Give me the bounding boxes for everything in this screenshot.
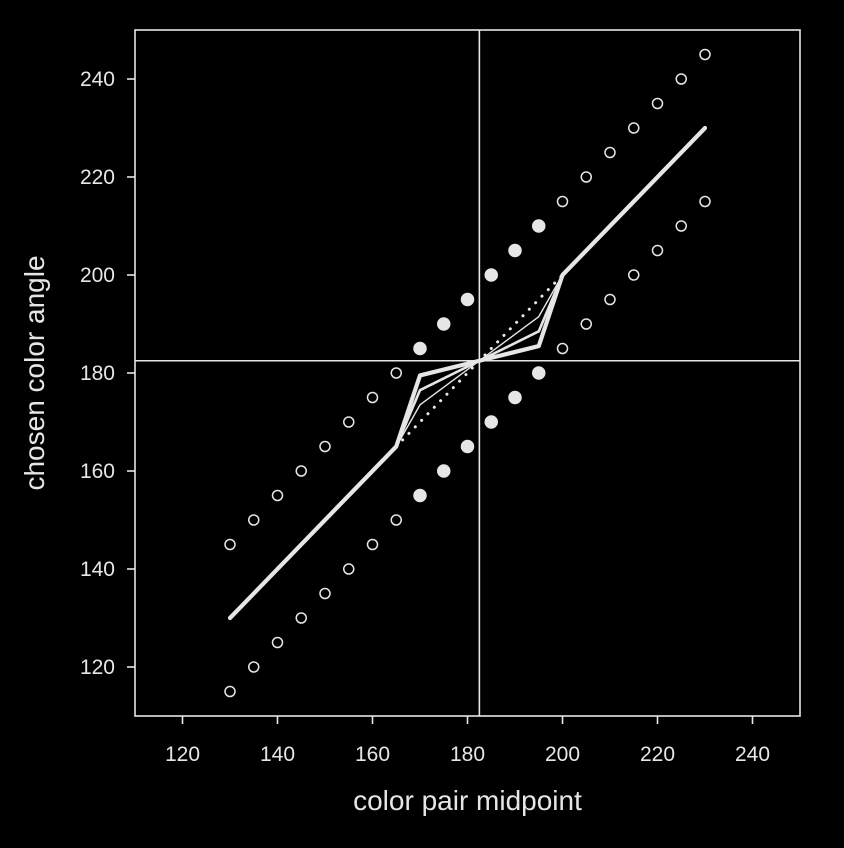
filled-data-point: [413, 341, 427, 356]
open-data-point: [556, 195, 569, 208]
filled-data-point: [508, 390, 522, 405]
open-data-point: [675, 220, 687, 232]
open-data-point: [271, 636, 284, 649]
x-tick-label: 160: [355, 743, 390, 766]
reference-lines: [135, 30, 800, 716]
open-data-point: [390, 367, 402, 379]
open-data-point: [604, 293, 616, 306]
y-axis-title: chosen color angle: [19, 255, 50, 490]
open-data-point: [271, 489, 284, 502]
open-data-point: [343, 563, 355, 575]
open-data-point: [556, 342, 569, 355]
open-data-point: [628, 269, 640, 281]
open-data-point: [651, 97, 664, 110]
y-tick-label: 180: [80, 362, 115, 385]
x-tick-label: 240: [735, 743, 770, 766]
open-data-point: [628, 122, 640, 134]
filled-data-point: [437, 317, 451, 331]
x-tick-label: 180: [450, 743, 485, 766]
open-data-point: [580, 171, 592, 183]
open-data-point: [224, 685, 236, 698]
open-data-point: [390, 514, 402, 526]
x-tick-label: 200: [545, 743, 580, 766]
filled-data-point: [460, 292, 475, 307]
open-data-point: [248, 514, 260, 526]
x-tick-label: 140: [260, 743, 295, 766]
open-data-point: [651, 244, 664, 257]
filled-data-point: [413, 488, 427, 503]
open-data-point: [248, 661, 260, 673]
open-data-point: [580, 318, 592, 330]
open-data-point: [604, 146, 616, 159]
filled-data-point: [484, 268, 498, 282]
open-data-point: [366, 538, 379, 551]
open-data-point: [343, 416, 355, 428]
open-data-point: [366, 391, 379, 404]
open-data-point: [319, 587, 331, 600]
open-data-point: [699, 195, 711, 208]
y-tick-label: 200: [80, 264, 115, 287]
filled-data-point: [484, 415, 498, 429]
dotted-line: [394, 273, 564, 448]
open-data-point: [295, 465, 307, 477]
filled-data-point: [460, 439, 475, 454]
y-tick-label: 240: [80, 68, 115, 91]
data-points: [224, 48, 711, 698]
open-data-point: [699, 48, 711, 61]
open-data-point: [295, 612, 307, 624]
curve-lines: [227, 125, 708, 621]
axis-ticks: 120 140 160 180 200 220 240 120 140 160 180 200 220 2…: [80, 68, 770, 766]
y-tick-label: 140: [80, 558, 115, 581]
filled-data-point: [437, 464, 451, 478]
x-tick-label: 120: [165, 743, 200, 766]
filled-data-point: [508, 243, 522, 258]
filled-data-point: [532, 366, 546, 380]
filled-data-point: [532, 219, 546, 233]
open-data-point: [675, 73, 687, 85]
open-data-point: [319, 440, 331, 453]
x-tick-label: 220: [640, 743, 675, 766]
y-tick-label: 220: [80, 166, 115, 189]
y-tick-label: 160: [80, 460, 115, 483]
x-axis-title: color pair midpoint: [353, 785, 582, 816]
open-data-point: [224, 538, 236, 551]
y-tick-label: 120: [80, 656, 115, 679]
